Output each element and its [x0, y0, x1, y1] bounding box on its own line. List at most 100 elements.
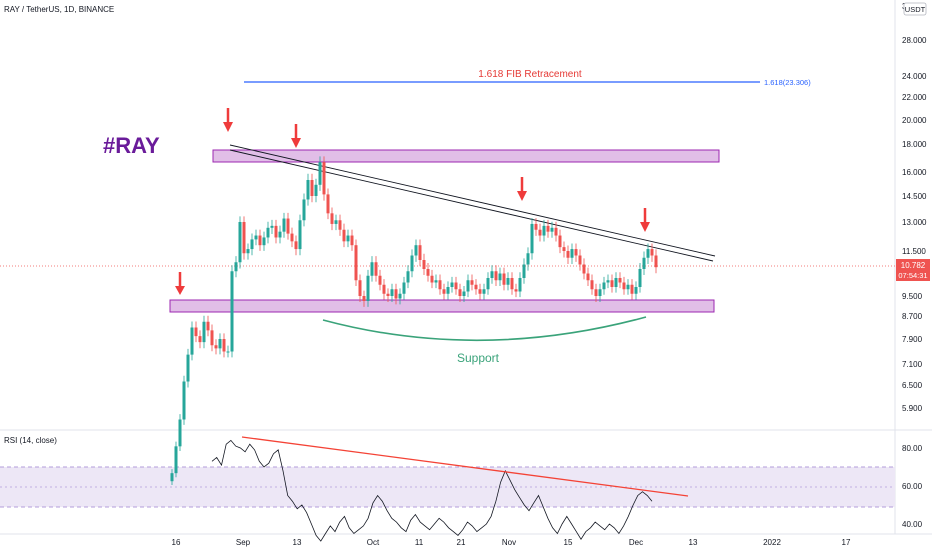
- candle-body: [378, 275, 382, 285]
- candle-body: [410, 255, 414, 272]
- candle-body: [602, 282, 606, 290]
- support-label: Support: [457, 351, 500, 365]
- candle-body: [614, 278, 618, 287]
- price-tick-label: 9.500: [902, 292, 923, 301]
- candle-body: [650, 249, 654, 256]
- candle-body: [366, 275, 370, 301]
- currency-badge[interactable]: USDT: [903, 2, 927, 16]
- candle-body: [638, 269, 642, 287]
- candle-body: [442, 289, 446, 294]
- candle-body: [298, 220, 302, 250]
- rsi-line: [211, 439, 653, 542]
- price-tick-label: 24.000: [902, 72, 927, 81]
- candle-body: [418, 245, 422, 260]
- candle-body: [186, 354, 190, 382]
- candle-body: [330, 213, 334, 224]
- support-arc[interactable]: [322, 316, 647, 342]
- candle-body: [654, 255, 658, 268]
- trendline-lower[interactable]: [229, 149, 714, 262]
- price-axis[interactable]: 28.000 24.000 22.000 20.000 18.000 16.000 14.5…: [902, 36, 927, 413]
- candle-body: [402, 282, 406, 294]
- candle-body: [222, 339, 226, 352]
- candle-body: [318, 162, 322, 185]
- rsi-axis[interactable]: 80.00 60.00 40.00: [902, 444, 923, 529]
- candle-body: [538, 229, 542, 236]
- candle-body: [394, 289, 398, 299]
- price-tick-label: 7.900: [902, 335, 923, 344]
- candle-body: [534, 223, 538, 230]
- candle-body: [482, 289, 486, 294]
- candle-body: [362, 296, 366, 301]
- price-tick-label: 14.500: [902, 192, 927, 201]
- candle-body: [434, 280, 438, 283]
- rsi-trendline[interactable]: [241, 436, 689, 497]
- candle-body: [414, 245, 418, 256]
- price-tick-label: 11.500: [902, 247, 926, 256]
- candle-body: [426, 269, 430, 276]
- candle-body: [558, 235, 562, 248]
- candle-body: [294, 241, 298, 250]
- candle-body: [586, 273, 590, 281]
- candle-body: [622, 282, 626, 290]
- rsi-tick-label: 80.00: [902, 444, 923, 453]
- candle-body: [218, 339, 222, 349]
- candle-body: [590, 280, 594, 290]
- candle-body: [466, 280, 470, 292]
- candle-body: [170, 473, 174, 482]
- time-axis[interactable]: 16 Sep 13 Oct 11 21 Nov 15 Dec 13 2022 17: [172, 538, 851, 547]
- candle-body: [494, 271, 498, 281]
- candle-body: [206, 321, 210, 331]
- arrow-2: [223, 108, 233, 132]
- candle-body: [194, 327, 198, 337]
- arrow-1: [175, 272, 185, 295]
- resistance-zone[interactable]: [212, 149, 720, 163]
- candle-body: [462, 291, 466, 296]
- candle-body: [474, 284, 478, 290]
- time-tick-label: 16: [172, 538, 181, 547]
- candle-body: [266, 227, 270, 238]
- price-tick-label: 16.000: [902, 168, 927, 177]
- time-tick-label: 15: [564, 538, 573, 547]
- candle-body: [550, 227, 554, 232]
- candle-body: [582, 264, 586, 274]
- currency-label: USDT: [905, 5, 926, 14]
- candle-body: [350, 235, 354, 246]
- candle-body: [522, 264, 526, 278]
- candle-body: [286, 218, 290, 234]
- candle-body: [530, 223, 534, 254]
- candle-body: [554, 227, 558, 236]
- price-tick-label: 22.000: [902, 93, 927, 102]
- candle-body: [646, 249, 650, 258]
- candle-body: [518, 278, 522, 292]
- candle-body: [306, 180, 310, 200]
- price-tick-label: 6.500: [902, 381, 923, 390]
- candle-body: [450, 282, 454, 287]
- candle-body: [198, 336, 202, 343]
- time-tick-label: 2022: [763, 538, 781, 547]
- candle-body: [314, 184, 318, 196]
- candle-body: [274, 225, 278, 238]
- support-zone[interactable]: [169, 299, 715, 313]
- price-badge-countdown: 07:54:31: [898, 271, 927, 280]
- candle-body: [242, 222, 246, 254]
- candle-body: [390, 289, 394, 296]
- candle-body: [338, 220, 342, 230]
- fib-level-label: 1.618(23.306): [764, 78, 811, 87]
- hashtag-label: #RAY: [103, 133, 160, 158]
- candle-body: [386, 293, 390, 296]
- candle-body: [502, 273, 506, 285]
- candle-body: [214, 345, 218, 349]
- trendline-upper[interactable]: [229, 144, 716, 257]
- candle-body: [470, 280, 474, 285]
- candle-body: [398, 293, 402, 299]
- rsi-tick-label: 40.00: [902, 520, 923, 529]
- price-tick-label: 8.700: [902, 312, 923, 321]
- candle-body: [610, 280, 614, 287]
- rsi-tick-label: 60.00: [902, 482, 923, 491]
- candle-body: [594, 289, 598, 296]
- candle-body: [566, 251, 570, 258]
- candle-body: [630, 284, 634, 294]
- candle-body: [174, 446, 178, 474]
- price-tick-label: 20.000: [902, 116, 927, 125]
